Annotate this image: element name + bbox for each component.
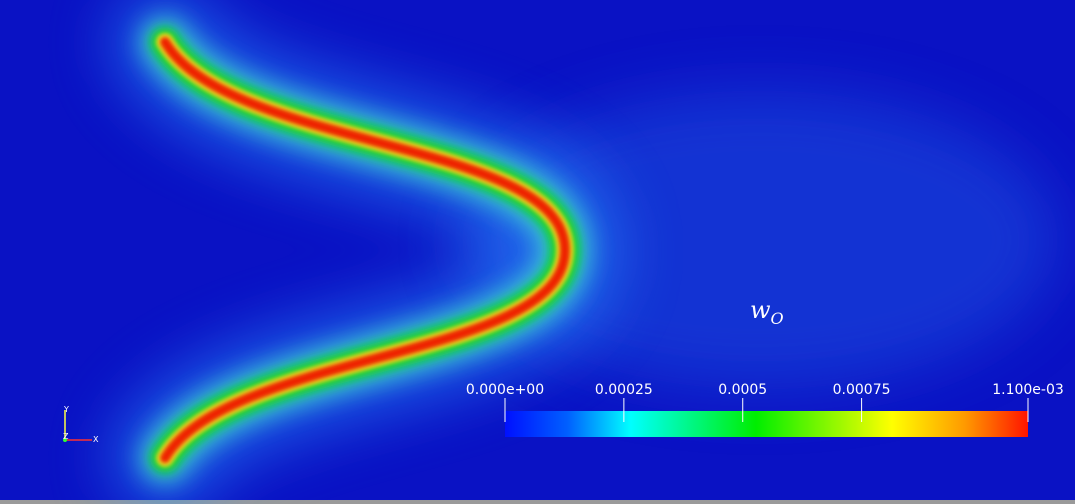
colorbar [505, 411, 1028, 437]
colorbar-ticks: 0.000e+00 0.00025 0.0005 0.00075 1.100e-03 [466, 382, 1064, 422]
bottom-edge [0, 500, 1075, 504]
axis-y-label: Y [63, 405, 69, 414]
field-plot [110, 0, 1060, 504]
colorbar-tick-label: 0.0005 [718, 382, 767, 398]
field-label-base: w [750, 296, 771, 324]
field-label: wO [750, 296, 784, 328]
colorbar-tick-label: 1.100e-03 [992, 382, 1064, 398]
axes-triad: Y Z X [63, 405, 99, 444]
axis-z-label: Z [63, 432, 69, 441]
axis-x-label: X [93, 435, 99, 444]
colorbar-tick-label: 0.00025 [595, 382, 653, 398]
field-label-subscript: O [771, 309, 784, 328]
colorbar-tick-label: 0.000e+00 [466, 382, 544, 398]
colorbar-tick-label: 0.00075 [833, 382, 891, 398]
